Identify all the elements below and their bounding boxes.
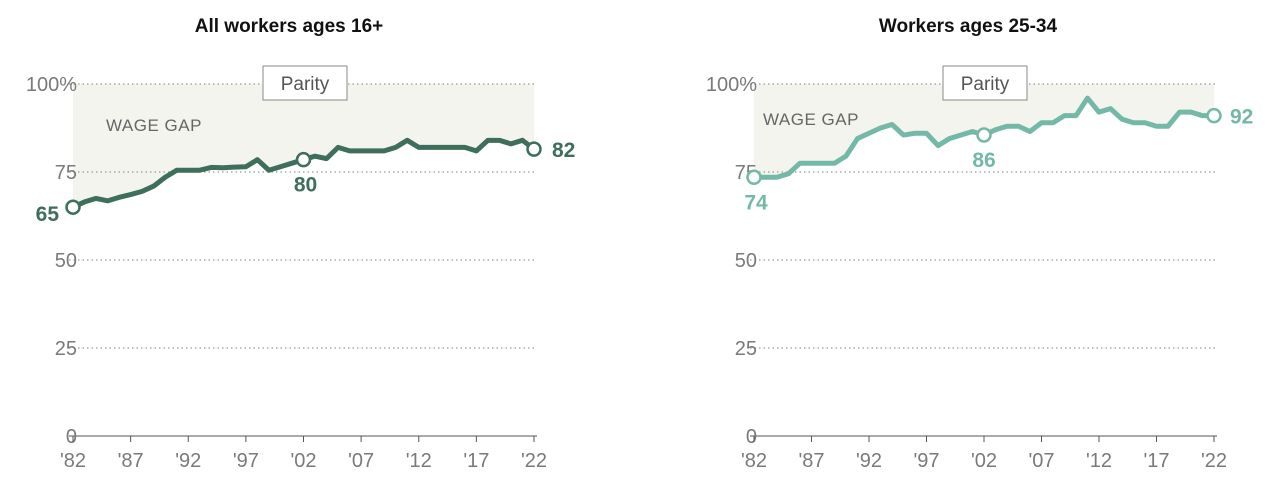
x-tick-label: '82 [741, 450, 767, 472]
y-tick-label: 50 [735, 250, 757, 272]
x-tick-label: '22 [1201, 450, 1227, 472]
y-tick-label: 50 [55, 250, 77, 272]
highlight-point [976, 127, 992, 143]
x-tick-label: '07 [348, 450, 374, 472]
y-tick-label: 0 [746, 426, 757, 448]
x-tick-label: '92 [175, 450, 201, 472]
highlight-point [65, 199, 81, 215]
chart-title-workers-25-34: Workers ages 25-34 [878, 16, 1058, 37]
y-tick-label: 25 [735, 338, 757, 360]
x-tick-label: '22 [521, 450, 547, 472]
wage-gap-label: WAGE GAP [763, 110, 859, 129]
x-tick-label: '12 [1086, 450, 1112, 472]
x-tick-label: '17 [1143, 450, 1169, 472]
x-tick-label: '07 [1028, 450, 1054, 472]
x-tick-label: '87 [798, 450, 824, 472]
wage-gap-label: WAGE GAP [106, 116, 202, 135]
x-tick-label: '17 [463, 450, 489, 472]
parity-box [942, 65, 1028, 101]
chart-1: 0255075100%'82'87'92'97'02'07'12'17'22WA… [706, 65, 1253, 472]
highlight-point [1206, 107, 1222, 124]
highlight-point [746, 169, 762, 186]
y-tick-label: 0 [66, 426, 77, 448]
data-label: 86 [972, 149, 995, 172]
chart-title-all-workers: All workers ages 16+ [194, 16, 384, 37]
x-tick-label: '12 [406, 450, 432, 472]
x-tick-label: '97 [233, 450, 259, 472]
data-label: 74 [744, 191, 768, 214]
data-label: 65 [36, 203, 60, 226]
wage-gap-band [73, 84, 534, 208]
data-label: 92 [1230, 106, 1253, 129]
parity-label: Parity [281, 74, 330, 95]
data-label: 82 [552, 139, 575, 162]
x-tick-label: '92 [856, 450, 882, 472]
y-tick-label: 25 [55, 338, 77, 360]
y-tick-label: 75 [55, 162, 77, 184]
x-tick-label: '87 [118, 450, 144, 472]
data-label: 80 [294, 174, 317, 197]
x-tick-label: '02 [290, 450, 316, 472]
x-tick-label: '02 [971, 450, 997, 472]
chart-0: 0 25 50 75 100% '82 '87 '92 '97 '02 '07 '12 '17 '22 WA… [26, 65, 575, 472]
x-tick-label: '82 [60, 450, 86, 472]
parity-label: Parity [961, 74, 1010, 95]
y-tick-label: 100% [706, 74, 757, 96]
x-tick-label: '97 [913, 450, 939, 472]
y-tick-label: 100% [26, 74, 77, 96]
highlight-point [295, 151, 312, 168]
highlight-point [526, 141, 542, 157]
parity-box [262, 65, 348, 101]
